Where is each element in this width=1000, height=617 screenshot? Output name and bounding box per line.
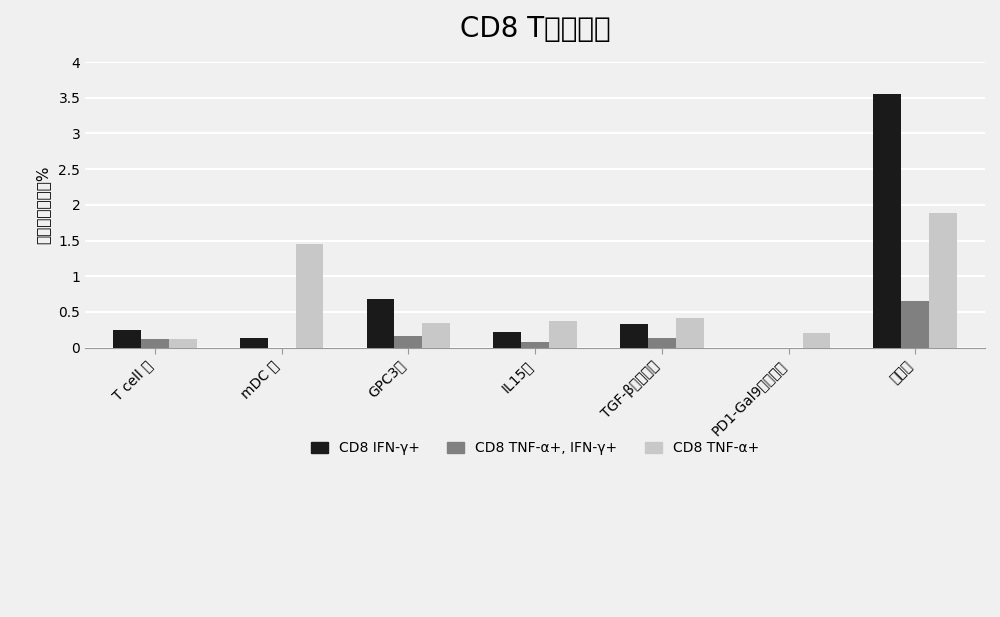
Bar xyxy=(394,336,422,348)
Bar xyxy=(240,338,268,348)
Bar xyxy=(113,330,141,348)
Bar xyxy=(901,301,929,348)
Bar xyxy=(296,244,323,348)
Bar xyxy=(169,339,197,348)
Bar xyxy=(422,323,450,348)
Bar xyxy=(493,332,521,348)
Bar xyxy=(141,339,169,348)
Legend: CD8 IFN-γ+, CD8 TNF-α+, IFN-γ+, CD8 TNF-α+: CD8 IFN-γ+, CD8 TNF-α+, IFN-γ+, CD8 TNF-… xyxy=(305,436,765,461)
Bar xyxy=(521,342,549,348)
Bar xyxy=(648,337,676,348)
Title: CD8 T细胞应答: CD8 T细胞应答 xyxy=(460,15,610,43)
Bar xyxy=(620,324,648,348)
Bar xyxy=(803,333,830,348)
Bar xyxy=(929,213,957,348)
Bar xyxy=(549,321,577,348)
Bar xyxy=(873,94,901,348)
Bar xyxy=(367,299,394,348)
Bar xyxy=(676,318,704,348)
Y-axis label: 阳性细胞比例，%: 阳性细胞比例，% xyxy=(35,165,50,244)
